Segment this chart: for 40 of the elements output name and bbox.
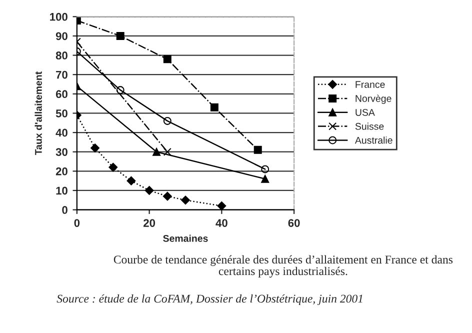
- y-tick-label: 10: [56, 186, 68, 195]
- y-axis-title: Taux d'allaitement: [34, 71, 42, 155]
- y-tick-label: 80: [56, 52, 68, 60]
- x-axis-title: Semaines: [163, 234, 208, 242]
- point: [163, 116, 172, 125]
- point: [254, 146, 262, 154]
- legend-label: Norvège: [356, 94, 392, 104]
- legend-label: Australie: [354, 136, 392, 144]
- source-note: Source : étude de la CoFAM, Dossier de l’Obstétrique, juin 2001: [56, 294, 362, 306]
- y-tick-label: 40: [56, 128, 68, 137]
- legend-label: France: [356, 81, 385, 88]
- point: [152, 148, 161, 156]
- y-tick-label: 100: [50, 12, 68, 21]
- legend-label: USA: [356, 109, 375, 116]
- x-tick-label: 20: [144, 219, 156, 227]
- point: [261, 174, 270, 183]
- y-tick-label: 60: [56, 90, 68, 98]
- point: [116, 86, 124, 94]
- y-tick-label: 30: [56, 148, 68, 156]
- point: [261, 165, 270, 174]
- text: Courbe de tendance générale des durées d’allaitement en France et dans certains pays industrialisés.: [114, 255, 453, 278]
- y-tick-label: 20: [56, 167, 68, 176]
- point: [116, 32, 124, 40]
- point: [126, 176, 136, 186]
- legend-label: Suisse: [355, 122, 384, 130]
- point: [163, 55, 172, 64]
- y-tick-label: 0: [62, 206, 68, 214]
- point: [162, 192, 172, 201]
- point: [210, 103, 218, 112]
- point: [90, 144, 100, 152]
- point: [144, 186, 154, 195]
- point: [108, 162, 118, 172]
- y-tick-label: 50: [56, 109, 68, 118]
- x-tick-label: 0: [74, 219, 80, 227]
- y-tick-label: 70: [56, 70, 68, 79]
- point: [217, 201, 226, 210]
- point: [181, 196, 190, 205]
- y-tick-label: 90: [56, 32, 68, 40]
- x-tick-label: 40: [216, 219, 228, 227]
- x-tick-label: 60: [288, 219, 300, 227]
